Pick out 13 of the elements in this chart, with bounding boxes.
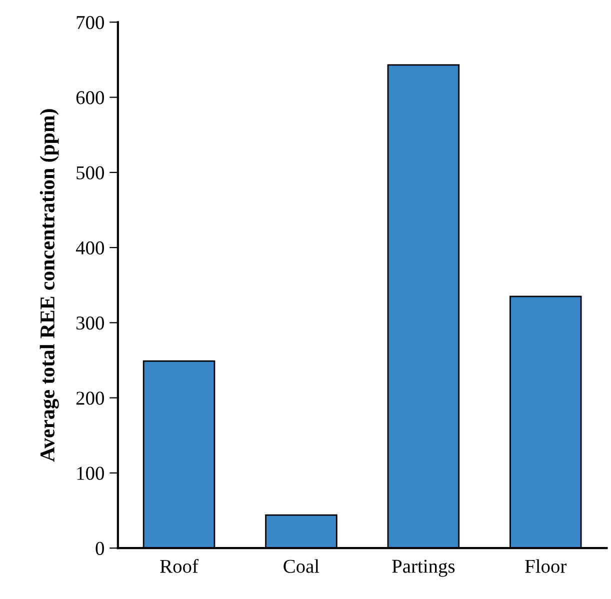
x-tick-label: Floor: [525, 559, 567, 573]
y-tick-label: 600: [76, 91, 104, 104]
y-tick-label: 100: [77, 466, 104, 480]
y-tick-label: 300: [76, 316, 104, 330]
y-tick-label: 700: [76, 16, 104, 30]
y-axis-title: Average total REE concentration (ppm): [40, 109, 59, 462]
y-tick-label: 0: [96, 542, 104, 556]
x-tick-label: Partings: [392, 560, 455, 577]
y-tick-label: 200: [76, 392, 104, 405]
x-tick-label: Coal: [284, 559, 320, 573]
y-tick-label: 500: [76, 166, 104, 180]
x-tick-label: Roof: [160, 559, 198, 573]
y-tick-label: 400: [76, 241, 104, 254]
